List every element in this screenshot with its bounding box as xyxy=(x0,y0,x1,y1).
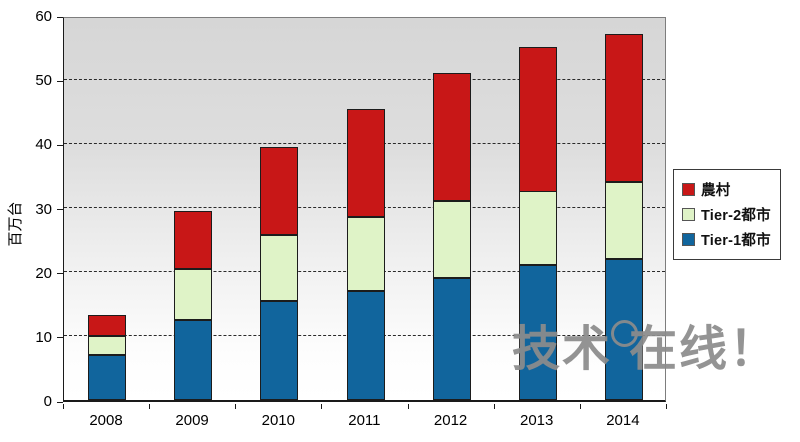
bar-segment-tier1-2012 xyxy=(432,278,471,400)
y-tick-mark-40 xyxy=(57,144,63,146)
bar-segment-tier2-2008 xyxy=(88,335,127,356)
watermark-text-right: 在线！ xyxy=(629,323,780,376)
y-tick-mark-20 xyxy=(57,273,63,275)
y-tick-mark-10 xyxy=(57,337,63,339)
bar-segment-rural-2008 xyxy=(88,314,127,336)
bar-segment-tier1-2011 xyxy=(346,290,385,400)
y-tick-label-30: 30 xyxy=(35,200,52,218)
watermark-text-left: 技术 xyxy=(512,323,613,376)
y-tick-label-20: 20 xyxy=(35,264,52,282)
bar-segment-tier1-2009 xyxy=(174,319,213,400)
x-tick-label-2010: 2010 xyxy=(261,412,295,429)
x-tick-label-2008: 2008 xyxy=(89,412,123,429)
bar-segment-tier2-2014 xyxy=(604,181,643,259)
x-tick-mark-2 xyxy=(235,404,237,409)
legend-swatch-tier2 xyxy=(682,208,695,221)
x-tick-mark-1 xyxy=(149,404,151,409)
y-tick-mark-60 xyxy=(57,16,63,18)
y-tick-mark-50 xyxy=(57,80,63,82)
gridline-50 xyxy=(64,78,665,80)
y-tick-mark-30 xyxy=(57,209,63,210)
y-tick-label-40: 40 xyxy=(35,136,52,154)
y-tick-label-60: 60 xyxy=(35,8,52,25)
watermark: 技术 在线！ xyxy=(512,320,780,376)
y-tick-label-0: 0 xyxy=(43,393,52,410)
y-tick-label-50: 50 xyxy=(35,72,52,90)
y-tick-mark-0 xyxy=(57,401,63,403)
x-tick-label-2014: 2014 xyxy=(606,412,640,429)
bar-segment-tier1-2013 xyxy=(518,265,557,400)
legend-swatch-rural xyxy=(682,183,695,196)
legend-item-rural: 農村 xyxy=(682,177,771,202)
x-tick-mark-3 xyxy=(321,404,323,409)
bar-segment-tier2-2013 xyxy=(518,191,557,266)
x-tick-label-2012: 2012 xyxy=(433,412,468,429)
bar-segment-tier1-2008 xyxy=(88,355,127,400)
bar-segment-rural-2011 xyxy=(346,109,385,218)
x-tick-label-2009: 2009 xyxy=(175,412,209,429)
x-tick-mark-5 xyxy=(493,404,495,409)
bar-segment-rural-2012 xyxy=(432,72,471,202)
x-tick-mark-4 xyxy=(407,404,409,409)
legend-label-tier1: Tier-1都市 xyxy=(701,233,771,249)
legend: 農村 Tier-2都市 Tier-1都市 xyxy=(673,169,781,260)
bar-segment-rural-2010 xyxy=(260,146,299,236)
legend-item-tier1: Tier-1都市 xyxy=(682,227,771,252)
x-tick-label-2011: 2011 xyxy=(348,412,381,429)
bar-segment-tier2-2010 xyxy=(260,235,299,301)
x-tick-mark-7 xyxy=(666,404,667,409)
bar-segment-tier2-2009 xyxy=(174,268,213,320)
legend-label-rural: 農村 xyxy=(701,183,731,199)
legend-item-tier2: Tier-2都市 xyxy=(682,202,771,227)
bar-segment-rural-2014 xyxy=(604,34,643,182)
y-axis-title: 百万台 xyxy=(7,201,24,247)
plot-area xyxy=(63,17,666,402)
y-tick-label-10: 10 xyxy=(35,328,52,346)
bar-segment-tier2-2012 xyxy=(432,201,471,279)
bar-segment-tier2-2011 xyxy=(346,217,385,291)
circle-mark-icon xyxy=(611,320,639,347)
legend-swatch-tier1 xyxy=(682,233,695,246)
x-tick-mark-0 xyxy=(63,404,64,409)
bar-segment-tier1-2010 xyxy=(260,300,299,400)
bar-segment-rural-2009 xyxy=(174,210,213,269)
legend-label-tier2: Tier-2都市 xyxy=(701,208,771,224)
x-tick-label-2013: 2013 xyxy=(520,412,554,429)
bar-segment-rural-2013 xyxy=(518,47,557,192)
x-tick-mark-6 xyxy=(579,404,581,409)
